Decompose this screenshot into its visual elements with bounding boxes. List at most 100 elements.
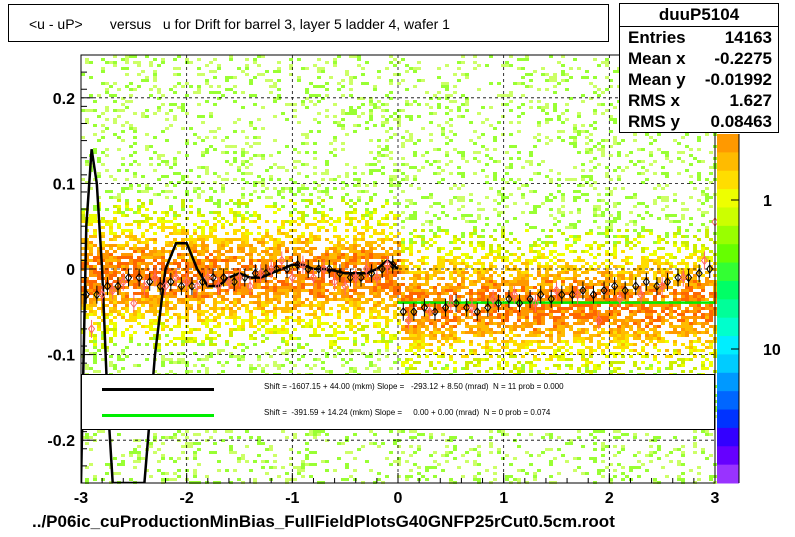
heat-cell — [473, 220, 477, 223]
heat-cell — [401, 226, 405, 229]
heat-cell — [453, 268, 457, 271]
heat-cell — [421, 340, 425, 343]
heat-cell — [305, 364, 309, 367]
heat-cell — [481, 283, 485, 286]
heat-cell — [249, 295, 253, 298]
heat-cell — [525, 307, 529, 310]
heat-cell — [321, 280, 325, 283]
heat-cell — [345, 259, 349, 262]
heat-cell — [201, 319, 205, 322]
heat-cell — [205, 274, 209, 277]
heat-cell — [225, 136, 229, 139]
heat-cell — [345, 463, 349, 466]
heat-cell — [481, 328, 485, 331]
heat-cell — [129, 124, 133, 127]
heat-cell — [153, 328, 157, 331]
heat-cell — [173, 436, 177, 439]
heat-cell — [129, 100, 133, 103]
heat-cell — [497, 247, 501, 250]
heat-cell — [489, 451, 493, 454]
heat-cell — [345, 235, 349, 238]
heat-cell — [409, 292, 413, 295]
heat-cell — [297, 256, 301, 259]
heat-cell — [129, 55, 133, 58]
heat-cell — [365, 214, 369, 217]
heat-cell — [437, 160, 441, 163]
heat-cell — [229, 277, 233, 280]
heat-cell — [393, 304, 397, 307]
heat-cell — [361, 253, 365, 256]
heat-cell — [357, 316, 361, 319]
heat-cell — [101, 358, 105, 361]
heat-cell — [89, 301, 93, 304]
heat-cell — [325, 190, 329, 193]
heat-cell — [301, 211, 305, 214]
heat-cell — [309, 289, 313, 292]
heat-cell — [213, 301, 217, 304]
heat-cell — [325, 238, 329, 241]
heat-cell — [197, 235, 201, 238]
heat-cell — [153, 295, 157, 298]
heat-cell — [457, 295, 461, 298]
heat-cell — [325, 169, 329, 172]
heat-cell — [373, 253, 377, 256]
heat-cell — [433, 337, 437, 340]
heat-cell — [265, 319, 269, 322]
heat-cell — [385, 343, 389, 346]
heat-cell — [289, 64, 293, 67]
heat-cell — [505, 313, 509, 316]
heat-cell — [293, 220, 297, 223]
heat-cell — [345, 478, 349, 481]
heat-cell — [229, 331, 233, 334]
heat-cell — [505, 304, 509, 307]
heat-cell — [369, 289, 373, 292]
heat-cell — [249, 124, 253, 127]
heat-cell — [325, 88, 329, 91]
heat-cell — [105, 118, 109, 121]
heat-cell — [149, 319, 153, 322]
heat-cell — [441, 256, 445, 259]
heat-cell — [357, 184, 361, 187]
heat-cell — [337, 316, 341, 319]
heat-cell — [349, 256, 353, 259]
heat-cell — [365, 334, 369, 337]
heat-cell — [261, 106, 265, 109]
heat-cell — [401, 136, 405, 139]
heat-cell — [265, 292, 269, 295]
heat-cell — [157, 106, 161, 109]
heat-cell — [109, 259, 113, 262]
heat-cell — [105, 304, 109, 307]
heat-cell — [269, 319, 273, 322]
heat-cell — [325, 271, 329, 274]
heat-cell — [493, 160, 497, 163]
heat-cell — [129, 208, 133, 211]
heat-cell — [449, 187, 453, 190]
heat-cell — [261, 244, 265, 247]
heat-cell — [345, 436, 349, 439]
heat-cell — [113, 304, 117, 307]
heat-cell — [381, 316, 385, 319]
heat-cell — [461, 259, 465, 262]
heat-cell — [433, 268, 437, 271]
heat-cell — [109, 295, 113, 298]
heat-cell — [189, 247, 193, 250]
heat-cell — [313, 259, 317, 262]
heat-cell — [441, 355, 445, 358]
heat-cell — [477, 451, 481, 454]
heat-cell — [249, 316, 253, 319]
heat-cell — [129, 262, 133, 265]
heat-cell — [409, 364, 413, 367]
heat-cell — [337, 298, 341, 301]
heat-cell — [469, 274, 473, 277]
heat-cell — [357, 328, 361, 331]
heat-cell — [277, 151, 281, 154]
heat-cell — [297, 466, 301, 469]
heat-cell — [465, 265, 469, 268]
heat-cell — [509, 166, 513, 169]
heat-cell — [353, 76, 357, 79]
heat-cell — [417, 307, 421, 310]
heat-cell — [333, 154, 337, 157]
heat-cell — [297, 211, 301, 214]
heat-cell — [261, 184, 265, 187]
heat-cell — [85, 256, 89, 259]
